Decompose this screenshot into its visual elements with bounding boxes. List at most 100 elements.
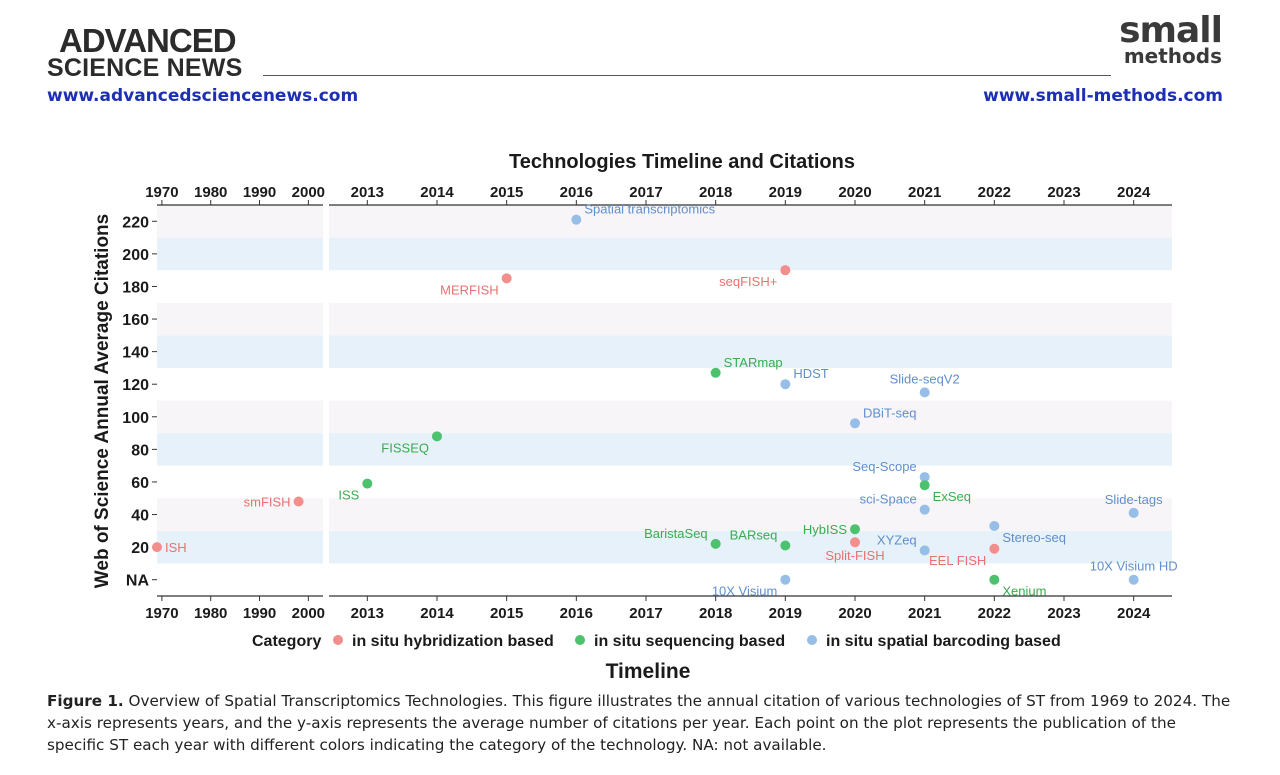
point-label-slide-tags: Slide-tags [1105, 492, 1163, 507]
x-tick-label-top-2000: 2000 [292, 184, 325, 201]
point-label-iss: ISS [338, 488, 359, 503]
x-tick-label-top-2021: 2021 [908, 184, 941, 201]
x-tick-label-bottom-2016: 2016 [560, 605, 593, 622]
x-tick-label-top-1970: 1970 [145, 184, 178, 201]
y-tick-label-20: 20 [131, 540, 149, 557]
y-tick-label-NA: NA [126, 573, 150, 590]
band-early-3 [157, 433, 323, 466]
point-label-stereo-seq: Stereo-seq [1002, 530, 1066, 545]
point-label-xyzeq: XYZeq [877, 532, 917, 547]
point-label-starmap: STARmap [724, 355, 783, 370]
x-tick-label-bottom-2017: 2017 [629, 605, 662, 622]
legend-swatch-barcode [807, 635, 817, 645]
x-tick-label-top-2014: 2014 [420, 184, 454, 201]
point-label-slide-seqv2: Slide-seqV2 [890, 371, 960, 386]
legend-label-seq: in situ sequencing based [594, 633, 785, 650]
band-recent-6 [329, 335, 1172, 368]
publisher-url-link[interactable]: www.advancedsciencenews.com [47, 86, 359, 106]
band-early-2 [157, 465, 323, 499]
point-smfish [293, 496, 304, 507]
band-recent-5 [329, 367, 1172, 401]
y-tick-label-80: 80 [131, 442, 149, 459]
x-tick-label-top-2022: 2022 [978, 184, 1011, 201]
x-tick-label-top-2016: 2016 [560, 184, 593, 201]
x-tick-label-bottom-1990: 1990 [243, 605, 276, 622]
band-recent-7 [329, 302, 1172, 336]
legend-label-barcode: in situ spatial barcoding based [826, 633, 1061, 650]
x-tick-label-bottom-2023: 2023 [1047, 605, 1080, 622]
timeline-citations-chart: Technologies Timeline and Citations 1970 1… [92, 151, 1178, 683]
y-tick-label-60: 60 [131, 475, 149, 492]
point-slide-tags [1128, 507, 1139, 518]
y-tick-label-40: 40 [131, 508, 149, 525]
point-split-fish [850, 537, 861, 548]
x-tick-label-top-2024: 2024 [1117, 184, 1151, 201]
band-early-5 [157, 367, 323, 401]
point-iss [362, 478, 373, 489]
x-tick-label-top-2023: 2023 [1047, 184, 1080, 201]
point-label-merfish: MERFISH [440, 282, 499, 297]
band-recent-1 [329, 498, 1172, 531]
y-tick-label-220: 220 [122, 214, 149, 231]
x-tick-label-bottom-1980: 1980 [194, 605, 227, 622]
point-label-xenium: Xenium [1002, 584, 1046, 599]
point-label-10x-visium: 10X Visium [712, 584, 778, 599]
y-tick-label-120: 120 [122, 377, 149, 394]
y-tick-label-160: 160 [122, 312, 149, 329]
point-seq-scope [919, 472, 930, 483]
point-fisseq [431, 431, 442, 442]
point-sci-space [919, 504, 930, 515]
publisher-name-line1: ADVANCED [59, 22, 237, 59]
point-label-eel-fish: EEL FISH [929, 553, 986, 568]
point-label-spatial-transcriptomics: Spatial transcriptomics [584, 202, 715, 217]
x-tick-label-top-1980: 1980 [194, 184, 227, 201]
y-axis-title: Web of Science Annual Average Citations [92, 214, 113, 588]
x-tick-label-bottom-2019: 2019 [769, 605, 802, 622]
point-xyzeq [919, 545, 930, 556]
point-10x-visium [780, 574, 791, 585]
band-early-8 [157, 270, 323, 303]
x-tick-label-top-1990: 1990 [243, 184, 276, 201]
point-merfish [501, 273, 512, 284]
point-hdst [780, 379, 791, 390]
point-label-hdst: HDST [793, 366, 828, 381]
band-recent-9 [329, 237, 1172, 271]
legend-swatch-ish [333, 635, 343, 645]
x-tick-label-top-2018: 2018 [699, 184, 732, 201]
band-recent-3 [329, 433, 1172, 466]
x-tick-label-bottom-2020: 2020 [838, 605, 871, 622]
x-tick-label-top-2015: 2015 [490, 184, 523, 201]
point-label-10x-visium-hd: 10X Visium HD [1090, 559, 1178, 574]
journal-logo: small methods [1119, 10, 1223, 67]
x-tick-label-top-2019: 2019 [769, 184, 802, 201]
point-dbit-seq [850, 418, 861, 429]
point-label-seqfish: seqFISH+ [719, 274, 777, 289]
x-tick-label-bottom-1970: 1970 [145, 605, 178, 622]
point-label-hybiss: HybISS [803, 522, 847, 537]
band-recent-10 [329, 205, 1172, 238]
x-tick-label-bottom-2018: 2018 [699, 605, 732, 622]
legend-label-ish: in situ hybridization based [352, 633, 554, 650]
publisher-name-line2: SCIENCE NEWS [47, 54, 243, 82]
journal-url-link[interactable]: www.small-methods.com [983, 86, 1223, 106]
x-tick-label-bottom-2022: 2022 [978, 605, 1011, 622]
point-slide-seqv2 [919, 387, 930, 398]
figure-caption: Figure 1. Overview of Spatial Transcript… [47, 690, 1232, 756]
x-axis-title: Timeline [606, 660, 691, 683]
band-recent-2 [329, 465, 1172, 499]
point-xenium [989, 574, 1000, 585]
x-tick-label-bottom-2013: 2013 [351, 605, 384, 622]
legend-swatch-seq [575, 635, 585, 645]
point-barseq [780, 540, 791, 551]
x-tick-label-bottom-2000: 2000 [292, 605, 325, 622]
journal-name-line1: small [1119, 10, 1223, 51]
publisher-logo: ADVANCED SCIENCE NEWS [47, 22, 243, 82]
point-label-split-fish: Split-FISH [825, 548, 884, 563]
band-early-6 [157, 335, 323, 368]
point-label-fisseq: FISSEQ [381, 440, 429, 455]
band-early-9 [157, 237, 323, 271]
point-label-smfish: smFISH [244, 495, 291, 510]
band-early-7 [157, 302, 323, 336]
x-tick-label-bottom-2015: 2015 [490, 605, 523, 622]
point-label-baristaseq: BaristaSeq [644, 526, 708, 541]
